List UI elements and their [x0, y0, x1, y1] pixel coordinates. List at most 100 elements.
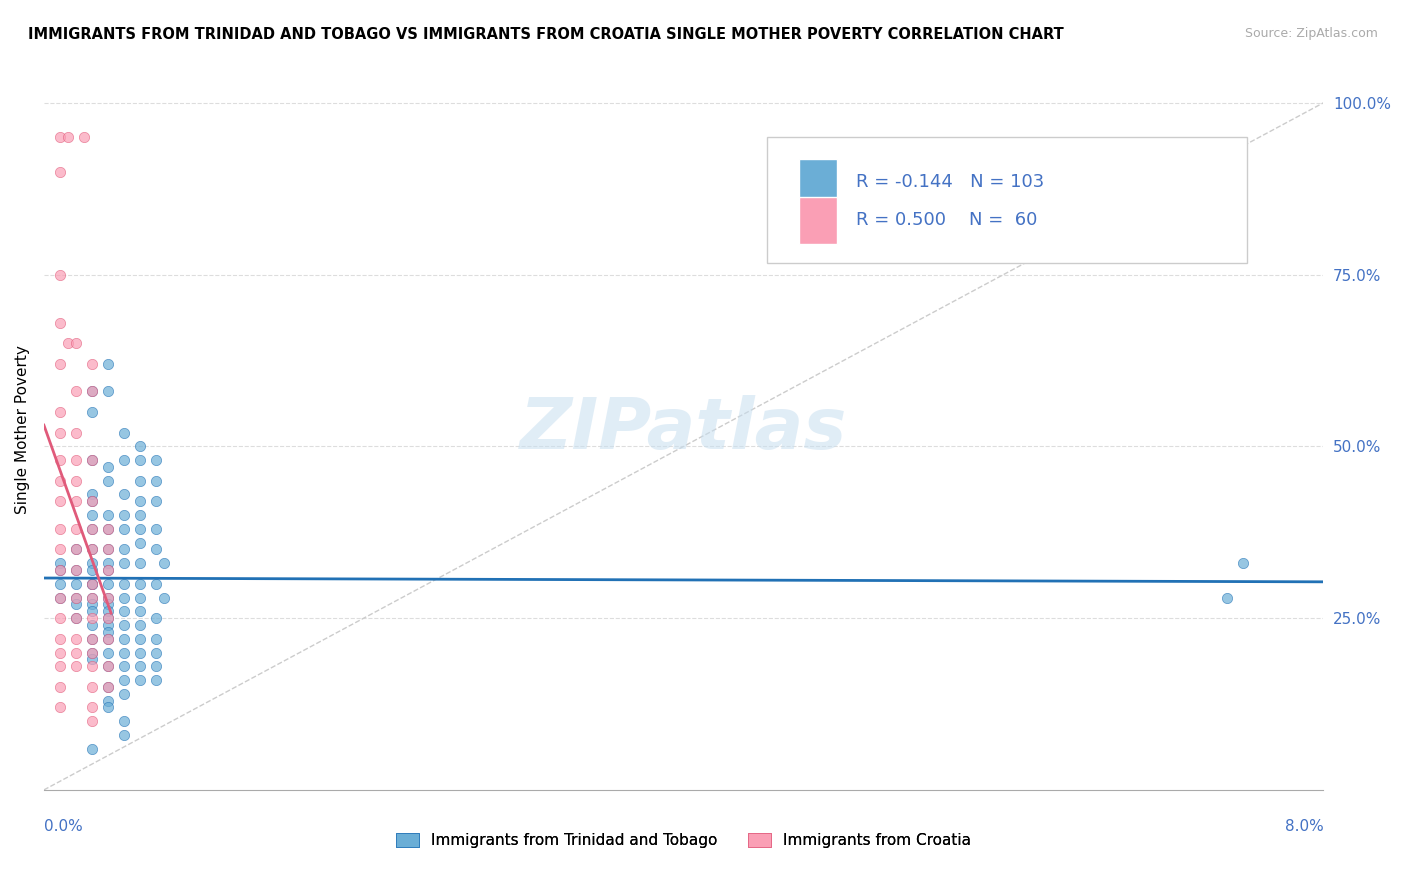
Point [112, 659, 135, 673]
Point [112, 556, 135, 570]
Point [49, 357, 72, 371]
Point [97, 700, 120, 714]
Point [65, 384, 87, 399]
Point [80, 714, 103, 729]
Point [145, 632, 167, 646]
Point [97, 693, 120, 707]
Point [80, 632, 103, 646]
Point [49, 164, 72, 178]
Point [128, 604, 150, 618]
Point [145, 522, 167, 536]
Point [80, 556, 103, 570]
Point [80, 646, 103, 660]
Point [80, 542, 103, 557]
Point [56, 130, 79, 145]
Point [97, 618, 120, 632]
Point [49, 563, 72, 577]
Point [65, 563, 87, 577]
Point [112, 646, 135, 660]
Point [65, 591, 87, 605]
Point [73, 130, 96, 145]
Point [65, 453, 87, 467]
Point [80, 700, 103, 714]
Point [97, 598, 120, 612]
Point [65, 494, 87, 508]
Point [97, 604, 120, 618]
Point [65, 632, 87, 646]
Point [97, 659, 120, 673]
Point [80, 453, 103, 467]
Point [80, 576, 103, 591]
Point [128, 556, 150, 570]
Y-axis label: Single Mother Poverty: Single Mother Poverty [15, 345, 30, 514]
Point [49, 563, 72, 577]
Legend: Immigrants from Trinidad and Tobago, Immigrants from Croatia: Immigrants from Trinidad and Tobago, Imm… [389, 827, 977, 855]
Point [65, 611, 87, 625]
Point [80, 508, 103, 522]
Point [128, 659, 150, 673]
Text: Source: ZipAtlas.com: Source: ZipAtlas.com [1244, 27, 1378, 40]
Point [65, 336, 87, 351]
Point [128, 453, 150, 467]
Point [80, 357, 103, 371]
Point [97, 646, 120, 660]
Point [80, 453, 103, 467]
Point [97, 563, 120, 577]
Point [112, 728, 135, 742]
Point [49, 316, 72, 330]
Point [128, 618, 150, 632]
Point [145, 659, 167, 673]
Point [112, 604, 135, 618]
Point [112, 618, 135, 632]
Point [80, 487, 103, 501]
Point [80, 604, 103, 618]
Point [128, 439, 150, 453]
Point [97, 632, 120, 646]
Point [49, 522, 72, 536]
Point [112, 576, 135, 591]
Point [80, 563, 103, 577]
Point [112, 673, 135, 687]
Point [65, 542, 87, 557]
Point [97, 508, 120, 522]
Point [49, 680, 72, 694]
Point [145, 542, 167, 557]
Point [112, 591, 135, 605]
Point [56, 336, 79, 351]
Point [112, 522, 135, 536]
Point [128, 535, 150, 549]
Point [65, 542, 87, 557]
Point [49, 659, 72, 673]
Point [80, 618, 103, 632]
Point [145, 453, 167, 467]
Point [145, 611, 167, 625]
Point [65, 474, 87, 488]
Point [112, 487, 135, 501]
Point [49, 405, 72, 419]
Point [128, 474, 150, 488]
Point [97, 542, 120, 557]
Point [80, 591, 103, 605]
Point [97, 624, 120, 639]
Point [80, 680, 103, 694]
Point [65, 646, 87, 660]
Point [80, 598, 103, 612]
Point [112, 687, 135, 701]
FancyBboxPatch shape [799, 197, 837, 244]
Point [112, 632, 135, 646]
Point [97, 680, 120, 694]
Point [49, 268, 72, 282]
Point [80, 632, 103, 646]
Point [65, 425, 87, 440]
Point [112, 714, 135, 729]
Point [65, 598, 87, 612]
Point [153, 591, 176, 605]
Point [153, 556, 176, 570]
Point [97, 556, 120, 570]
Point [80, 405, 103, 419]
Point [112, 508, 135, 522]
Point [80, 522, 103, 536]
Point [80, 522, 103, 536]
Point [80, 591, 103, 605]
Point [65, 576, 87, 591]
